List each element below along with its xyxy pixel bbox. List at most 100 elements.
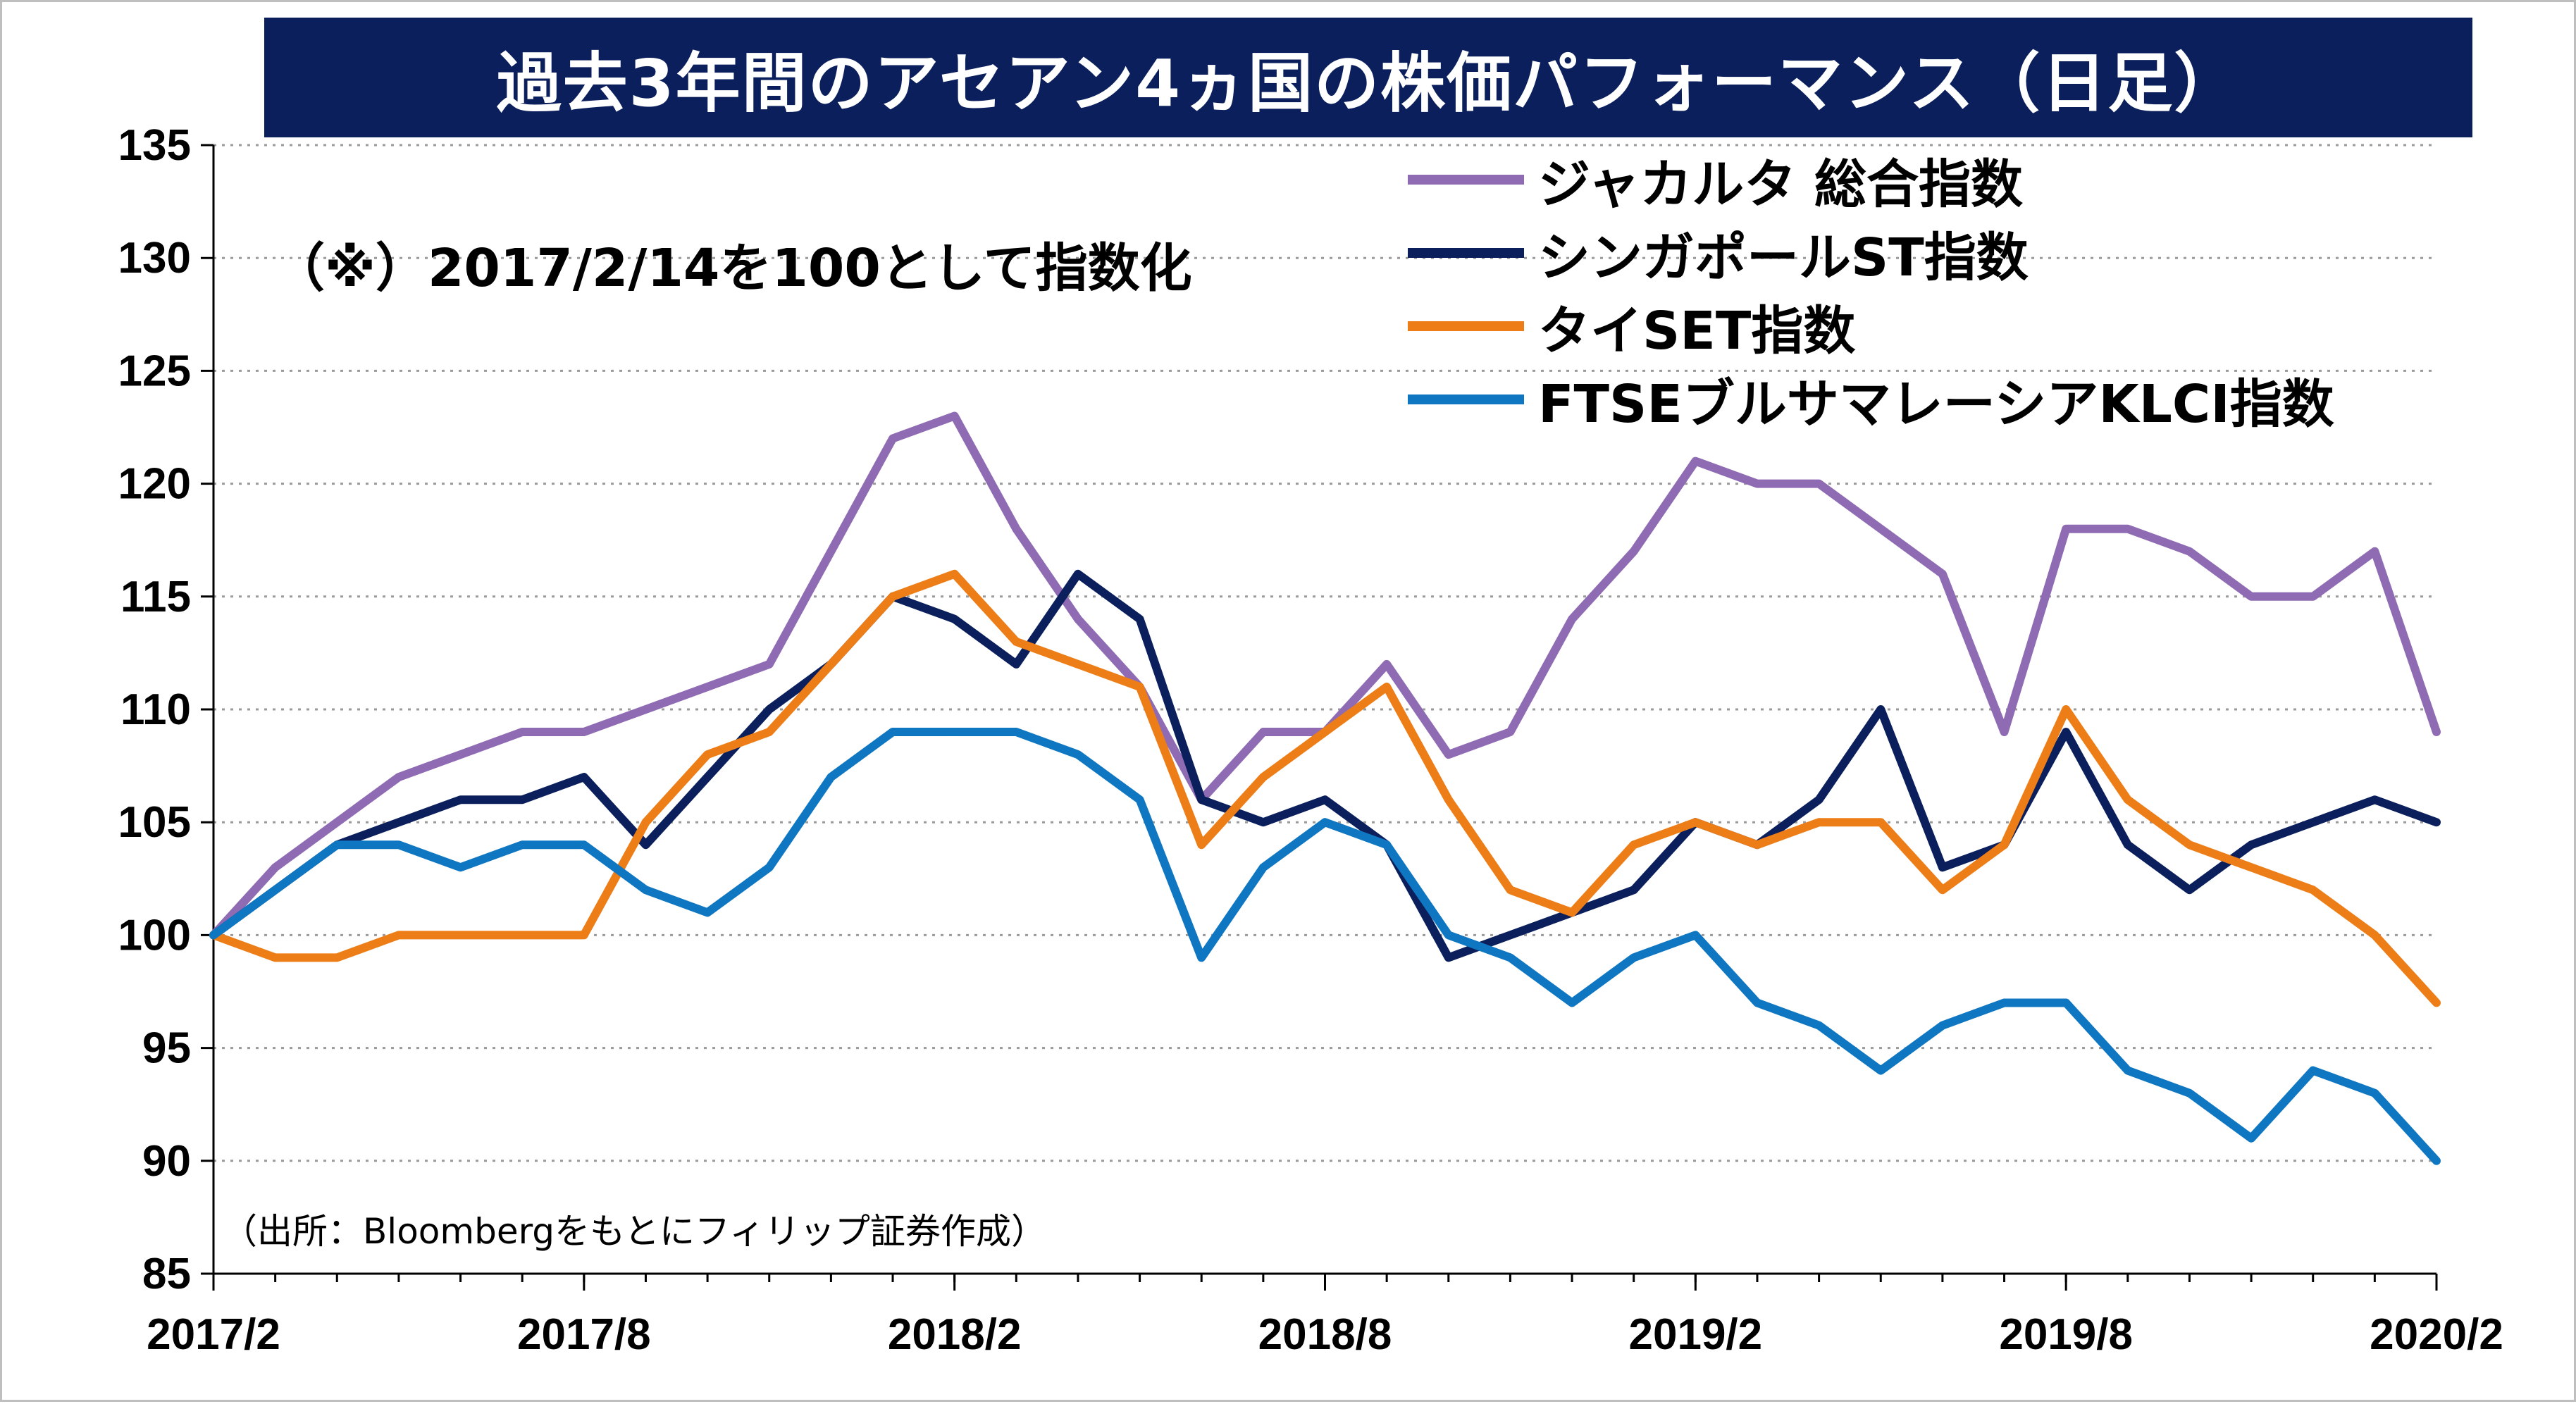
data-point (951, 413, 958, 419)
data-point (951, 571, 958, 577)
data-point (1384, 661, 1390, 667)
legend-swatch (1408, 321, 1524, 331)
y-tick-label: 115 (120, 573, 191, 621)
data-point (2310, 593, 2316, 600)
data-point (705, 752, 711, 758)
data-point (1013, 526, 1020, 532)
data-point (2310, 819, 2316, 826)
data-point (1754, 1000, 1760, 1006)
data-point (890, 593, 896, 600)
data-point (1816, 1022, 1822, 1029)
x-tick-label: 2017/2 (147, 1310, 280, 1359)
data-point (1692, 458, 1699, 464)
x-tick-labels: 2017/2 2017/8 2018/2 2018/8 2019/2 2019/8 2020… (147, 1310, 2503, 1359)
data-point (1816, 797, 1822, 803)
data-point (766, 864, 772, 871)
data-point (1075, 661, 1081, 667)
data-point (1260, 819, 1266, 826)
data-point (272, 887, 278, 893)
data-point (1939, 1022, 1945, 1029)
data-point (1569, 909, 1575, 916)
data-point (1137, 683, 1143, 690)
data-point (1075, 752, 1081, 758)
data-point (1445, 752, 1451, 758)
data-point (1445, 955, 1451, 961)
data-point (1507, 729, 1513, 735)
data-point (581, 842, 587, 848)
data-point (1507, 887, 1513, 893)
data-point (2063, 526, 2069, 532)
data-point (2248, 593, 2255, 600)
data-point (1384, 842, 1390, 848)
data-point (1878, 819, 1884, 826)
legend-item-jakarta: ジャカルタ 総合指数 (1408, 143, 2334, 216)
y-tick-label: 85 (142, 1250, 191, 1298)
data-point (1384, 683, 1390, 690)
data-point (1816, 819, 1822, 826)
data-point (2372, 548, 2378, 554)
data-point (211, 932, 216, 938)
data-point (1013, 638, 1020, 645)
data-point (1878, 707, 1884, 712)
data-point (519, 729, 526, 735)
series-lines (209, 411, 2441, 1165)
data-point (334, 819, 340, 826)
series-line-0 (209, 411, 2441, 940)
data-point (519, 797, 526, 803)
y-tick-label: 95 (142, 1024, 191, 1073)
data-point (1260, 729, 1266, 735)
x-tick-label: 2018/2 (888, 1310, 1022, 1359)
data-point (951, 616, 958, 622)
data-point (2434, 1157, 2439, 1164)
y-tick-label: 100 (118, 911, 191, 959)
legend-label: シンガポールST指数 (1538, 227, 2029, 288)
data-point (1199, 842, 1205, 848)
data-point (2434, 1000, 2439, 1006)
data-point (519, 842, 526, 848)
data-point (1692, 932, 1699, 938)
data-point (828, 548, 834, 554)
data-point (2063, 1000, 2069, 1006)
legend-swatch (1408, 248, 1524, 258)
legend-label: ジャカルタ 総合指数 (1538, 154, 2024, 215)
data-point (395, 932, 402, 938)
x-tick-label: 2017/8 (517, 1310, 651, 1359)
data-point (2310, 887, 2316, 893)
data-point (1507, 932, 1513, 938)
data-point (1939, 887, 1945, 893)
data-point (828, 774, 834, 781)
data-point (766, 661, 772, 667)
legend: ジャカルタ 総合指数 シンガポールST指数 タイSET指数 FTSEブルサマレー… (1408, 143, 2334, 436)
data-point (1260, 864, 1266, 871)
legend-label: FTSEブルサマレーシアKLCI指数 (1538, 373, 2334, 435)
data-point (2248, 842, 2255, 848)
data-point (1816, 480, 1822, 487)
data-point (2063, 729, 2069, 735)
data-point (1137, 797, 1143, 803)
data-point (272, 864, 278, 871)
data-point (2186, 548, 2193, 554)
data-point (1939, 571, 1945, 577)
data-point (395, 819, 402, 826)
chart-title: 過去3年間のアセアン4ヵ国の株価パフォーマンス（日足） (496, 45, 2241, 121)
data-point (1692, 819, 1699, 826)
data-point (2310, 1067, 2316, 1074)
data-point (2248, 1135, 2255, 1141)
data-point (1569, 1000, 1575, 1006)
source-note: （出所：Bloombergをもとにフィリップ証券作成） (222, 1211, 1046, 1252)
data-point (334, 955, 340, 961)
data-point (1630, 887, 1637, 893)
data-point (1630, 955, 1637, 961)
data-point (581, 774, 587, 781)
data-point (1445, 797, 1451, 803)
data-point (1754, 480, 1760, 487)
data-point (705, 909, 711, 916)
legend-item-thailand: タイSET指数 (1408, 290, 2334, 363)
axes (201, 144, 2438, 1291)
y-tick-labels: 85 90 95 100 105 110 115 120 125 130 135 (118, 121, 191, 1298)
data-point (1199, 955, 1205, 961)
data-point (643, 887, 649, 893)
data-point (766, 707, 772, 712)
data-point (2001, 729, 2007, 735)
